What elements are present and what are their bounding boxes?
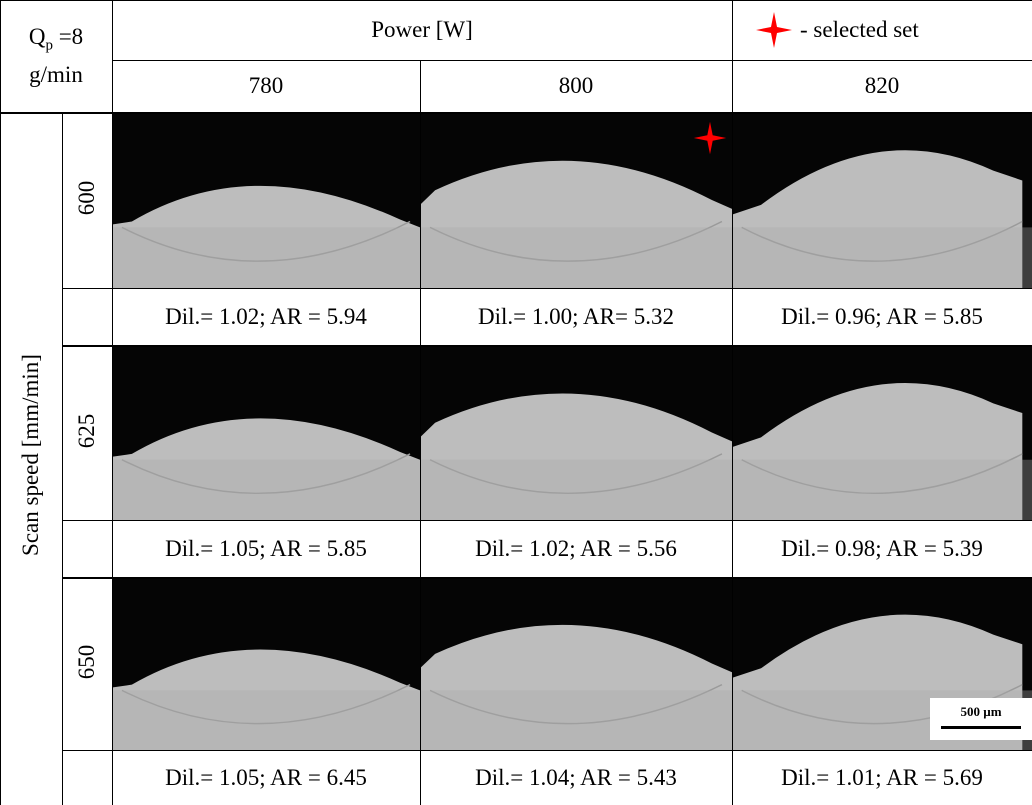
scale-bar-line [941, 726, 1021, 729]
row-label: 625 [74, 413, 99, 448]
micrograph [112, 577, 420, 750]
row-group-label: Scan speed [mm/min] [18, 354, 43, 556]
micrograph [420, 345, 732, 520]
micrograph: 500 µm [732, 577, 1032, 750]
caption: Dil.= 0.96; AR = 5.85 [781, 303, 983, 329]
caption: Dil.= 1.05; AR = 5.85 [165, 535, 367, 561]
value: =8 [52, 23, 84, 49]
rule [112, 0, 113, 805]
rule [0, 0, 1032, 1]
subscript: p [45, 37, 53, 54]
bead [732, 150, 1032, 288]
caption: Dil.= 1.02; AR = 5.94 [165, 303, 367, 329]
row-label: 650 [74, 644, 99, 679]
caption: Dil.= 1.02; AR = 5.56 [475, 535, 677, 561]
caption: Dil.= 1.01; AR = 5.69 [781, 764, 983, 790]
legend-star [756, 12, 792, 48]
micrograph [420, 577, 732, 750]
rule [0, 112, 1032, 114]
micrograph [420, 112, 732, 288]
caption: Dil.= 1.00; AR= 5.32 [478, 303, 674, 329]
rule [0, 0, 1, 805]
rule [62, 577, 1032, 579]
scale-bar-label: 500 µm [960, 704, 1002, 719]
bead [420, 624, 732, 750]
row-label-cell: 625 [62, 345, 112, 577]
flow-rate: Qp =8 [29, 22, 83, 61]
column-label: 800 [558, 73, 594, 98]
selected-star [693, 121, 727, 155]
column-label: 780 [248, 73, 284, 98]
bead [112, 185, 420, 288]
rule [732, 0, 733, 805]
micrograph [732, 345, 1032, 520]
symbol: Q [28, 23, 46, 49]
legend: - selected set [732, 0, 1032, 60]
rule [62, 112, 63, 805]
rule [62, 345, 1032, 347]
row-label-cell: 600 [62, 112, 112, 345]
legend-label: - selected set [800, 17, 919, 42]
rule [420, 60, 421, 805]
caption: Dil.= 0.98; AR = 5.39 [781, 535, 983, 561]
scale-bar: 500 µm [930, 698, 1032, 740]
caption: Dil.= 1.04; AR = 5.43 [475, 764, 677, 790]
caption: Dil.= 1.05; AR = 6.45 [165, 764, 367, 790]
micrograph [112, 345, 420, 520]
corner-cell: Qp =8 g/min [0, 0, 112, 112]
rule [62, 750, 1032, 751]
rule [62, 520, 1032, 521]
rule [62, 288, 1032, 289]
column-label: 820 [864, 73, 900, 98]
bead [420, 393, 732, 520]
row-label-cell: 650 [62, 577, 112, 805]
bead [112, 418, 420, 520]
micrograph [732, 112, 1032, 288]
row-group: Scan speed [mm/min] [0, 112, 62, 805]
column-group: Power [W] [371, 17, 473, 42]
bead [420, 160, 732, 288]
bead [112, 649, 420, 750]
micrograph [112, 112, 420, 288]
bead [732, 383, 1032, 520]
unit: g/min [29, 62, 83, 88]
rule [112, 60, 1032, 61]
row-label: 600 [74, 180, 99, 216]
